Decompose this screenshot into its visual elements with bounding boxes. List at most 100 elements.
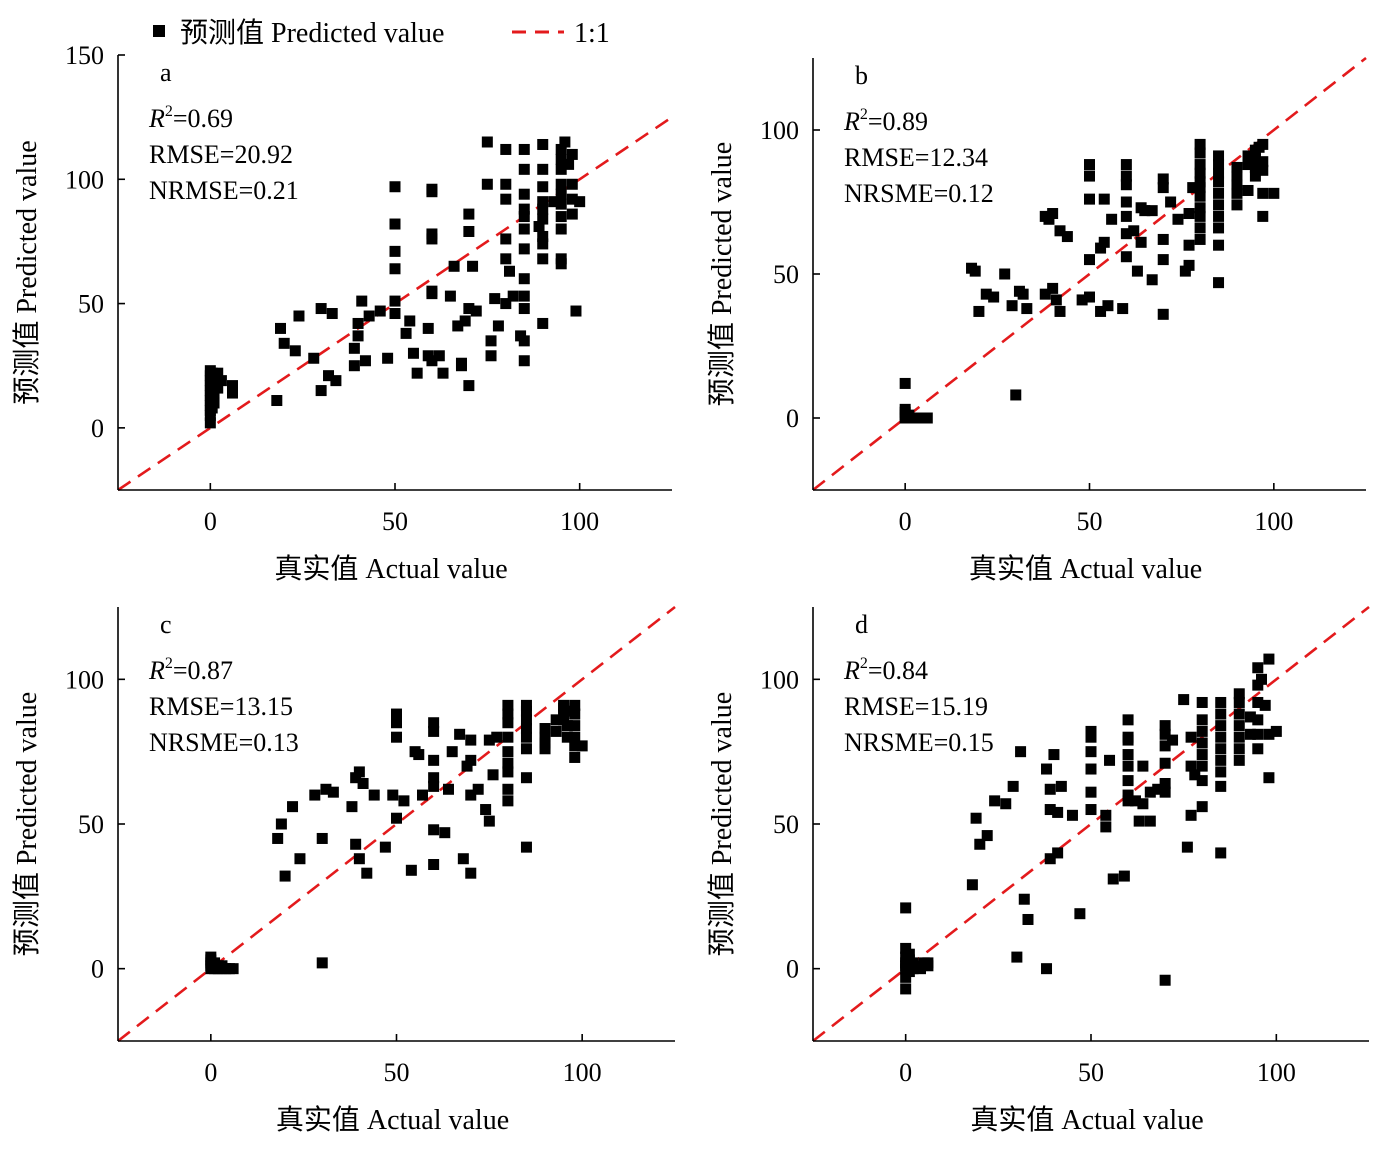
- x-tick-label: 50: [382, 507, 408, 536]
- data-point: [1159, 740, 1171, 752]
- data-point: [465, 754, 477, 766]
- data-point: [500, 178, 512, 190]
- panels: 0 50 100 0 50 100 150 真实值 Actual value 预测值 Predi…: [11, 41, 1370, 1136]
- y-tick-label: 100: [65, 665, 104, 694]
- x-tick-label: 100: [1254, 507, 1293, 536]
- data-point: [550, 725, 562, 737]
- data-point: [1196, 725, 1208, 737]
- legend-series-marker: [153, 25, 165, 37]
- data-point: [1242, 184, 1254, 196]
- data-point: [1249, 170, 1261, 182]
- panel-d: 0 50 100 0 50 100 真实值 Actual value 预测值 Predicte…: [706, 605, 1370, 1136]
- data-point: [520, 705, 532, 717]
- data-point: [539, 731, 551, 743]
- data-point: [352, 330, 364, 342]
- data-point: [1252, 679, 1264, 691]
- data-point: [320, 783, 332, 795]
- data-point: [1179, 265, 1191, 277]
- data-point: [507, 290, 519, 302]
- data-point: [1135, 236, 1147, 248]
- data-point: [1047, 208, 1059, 220]
- data-point: [555, 143, 567, 155]
- data-point: [1233, 708, 1245, 720]
- data-point: [1084, 291, 1095, 303]
- data-point: [1054, 225, 1066, 237]
- x-tick-label: 50: [1078, 1058, 1104, 1087]
- y-tick-label: 50: [773, 260, 799, 289]
- data-point: [428, 717, 440, 729]
- x-axis-title: 真实值 Actual value: [274, 553, 507, 585]
- data-point: [481, 178, 493, 190]
- data-point: [989, 795, 1001, 807]
- data-point: [566, 178, 578, 190]
- data-point: [293, 310, 305, 322]
- data-point: [463, 380, 475, 392]
- data-point: [1044, 853, 1056, 865]
- data-point: [315, 385, 327, 397]
- data-point: [463, 208, 475, 220]
- data-point: [330, 375, 342, 387]
- r2-stat: R2=0.84: [843, 655, 928, 685]
- data-point: [502, 708, 514, 720]
- data-point: [1085, 725, 1097, 737]
- data-point: [518, 355, 530, 367]
- data-point: [1213, 176, 1225, 188]
- data-point: [518, 211, 530, 223]
- data-point: [1085, 731, 1097, 743]
- data-point: [899, 377, 911, 389]
- data-point: [558, 708, 570, 720]
- data-point: [1244, 711, 1256, 723]
- data-point: [428, 859, 440, 871]
- data-point: [533, 221, 545, 233]
- legend-line-label: 1:1: [574, 18, 610, 49]
- data-point: [1213, 159, 1225, 171]
- y-tick-label: 100: [760, 116, 799, 145]
- y-tick-label: 0: [786, 404, 799, 433]
- data-point: [1215, 754, 1227, 766]
- r2-stat: R2=0.89: [843, 106, 928, 136]
- data-point: [1122, 795, 1134, 807]
- data-point: [1213, 167, 1225, 179]
- data-point: [1117, 303, 1129, 315]
- one-to-one-line: [812, 56, 1367, 492]
- data-point: [539, 723, 551, 735]
- data-point: [502, 731, 514, 743]
- data-point: [463, 303, 475, 315]
- data-point: [1194, 159, 1206, 171]
- data-point: [1194, 138, 1206, 150]
- data-point: [1159, 786, 1171, 798]
- data-point: [1146, 205, 1158, 217]
- data-point: [1215, 731, 1227, 743]
- data-point: [1129, 795, 1141, 807]
- data-point: [1231, 161, 1243, 173]
- data-point: [518, 188, 530, 200]
- data-point: [566, 208, 578, 220]
- data-point: [368, 789, 380, 801]
- data-point: [980, 288, 992, 300]
- data-point: [539, 743, 551, 755]
- data-point: [1185, 809, 1197, 821]
- data-point: [974, 838, 986, 850]
- data-point: [271, 395, 283, 407]
- data-point: [489, 293, 501, 305]
- data-point: [900, 971, 912, 983]
- data-point: [1167, 734, 1179, 746]
- x-tick-label: 100: [563, 1058, 602, 1087]
- data-point: [537, 230, 549, 242]
- rmse-stat: RMSE=13.15: [149, 692, 293, 721]
- data-point: [1122, 749, 1134, 761]
- data-point: [387, 789, 399, 801]
- data-point: [226, 387, 238, 399]
- data-point: [463, 225, 475, 237]
- data-point: [1194, 222, 1206, 234]
- data-point: [502, 783, 514, 795]
- data-point: [518, 223, 530, 235]
- data-point: [315, 303, 327, 315]
- data-point: [485, 335, 497, 347]
- data-point: [500, 298, 512, 310]
- data-point: [1139, 205, 1151, 217]
- data-point: [428, 725, 440, 737]
- data-point: [1157, 182, 1169, 194]
- data-point: [1122, 760, 1134, 772]
